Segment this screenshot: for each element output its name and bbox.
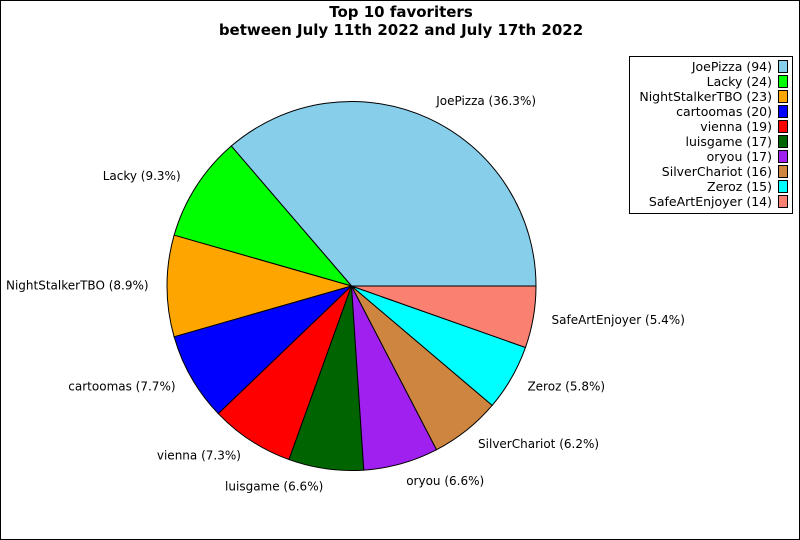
legend-label: SilverChariot (16) (661, 164, 772, 179)
legend-swatch (778, 60, 788, 73)
legend-entry: luisgame (17) (630, 134, 792, 149)
legend-entry: JoePizza (94) (630, 59, 792, 74)
slice-label: Lacky (9.3%) (103, 169, 181, 183)
chart-title-line-2: between July 11th 2022 and July 17th 202… (218, 21, 584, 39)
slice-label: Zeroz (5.8%) (527, 380, 605, 394)
legend-label: Lacky (24) (706, 74, 772, 89)
legend-swatch (778, 90, 788, 103)
legend-swatch (778, 150, 788, 163)
slice-label: vienna (7.3%) (157, 449, 241, 463)
legend-entry: vienna (19) (630, 119, 792, 134)
slice-label: luisgame (6.6%) (225, 479, 323, 493)
legend-label: JoePizza (94) (691, 59, 772, 74)
legend-swatch (778, 180, 788, 193)
slice-label: SilverChariot (6.2%) (478, 437, 599, 451)
slice-label: oryou (6.6%) (406, 474, 484, 488)
legend-entry: NightStalkerTBO (23) (630, 89, 792, 104)
pie-slice-joepizza (230, 101, 537, 287)
pie-slice-nightstalkertbo (166, 234, 354, 338)
legend-label: cartoomas (20) (676, 104, 772, 119)
legend-label: NightStalkerTBO (23) (639, 89, 772, 104)
legend-entry: SilverChariot (16) (630, 164, 792, 179)
legend-swatch (778, 165, 788, 178)
slice-label: SafeArtEnjoyer (5.4%) (552, 313, 685, 327)
slice-label: JoePizza (36.3%) (435, 94, 536, 108)
legend-entry: Lacky (24) (630, 74, 792, 89)
legend-entry: Zeroz (15) (630, 179, 792, 194)
legend-swatch (778, 75, 788, 88)
legend-swatch (778, 195, 788, 208)
legend-swatch (778, 105, 788, 118)
legend-entry: cartoomas (20) (630, 104, 792, 119)
legend: JoePizza (94) Lacky (24) NightStalkerTBO (… (629, 56, 793, 214)
legend-swatch (778, 120, 788, 133)
slice-label: cartoomas (7.7%) (68, 380, 175, 394)
pie-slice-safeartenjoyer (351, 285, 537, 349)
legend-entry: oryou (17) (630, 149, 792, 164)
legend-entry: SafeArtEnjoyer (14) (630, 194, 792, 209)
legend-swatch (778, 135, 788, 148)
chart-title: Top 10 favoriters between July 11th 2022… (1, 3, 799, 39)
legend-label: luisgame (17) (685, 134, 772, 149)
legend-label: oryou (17) (706, 149, 772, 164)
legend-label: SafeArtEnjoyer (14) (648, 194, 772, 209)
legend-label: Zeroz (15) (707, 179, 772, 194)
chart-title-line-1: Top 10 favoriters (329, 3, 473, 21)
slice-label: NightStalkerTBO (8.9%) (6, 279, 149, 293)
legend-label: vienna (19) (700, 119, 772, 134)
pie-slice-lacky (173, 145, 353, 287)
